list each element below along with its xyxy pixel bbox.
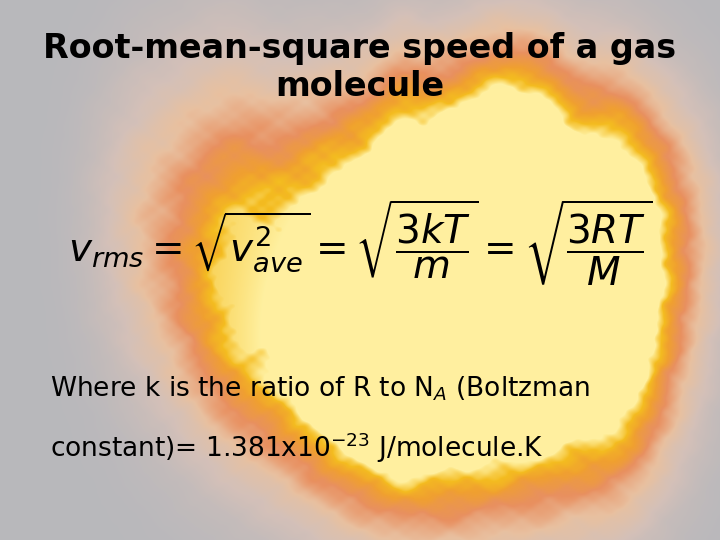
Text: $v_{rms} = \sqrt{v^{2}_{ave}} = \sqrt{\dfrac{3kT}{m}} = \sqrt{\dfrac{3RT}{M}}$: $v_{rms} = \sqrt{v^{2}_{ave}} = \sqrt{\d… xyxy=(68,198,652,288)
Text: Root-mean-square speed of a gas
molecule: Root-mean-square speed of a gas molecule xyxy=(43,32,677,103)
Text: constant)= 1.381x10$^{-23}$ J/molecule.K: constant)= 1.381x10$^{-23}$ J/molecule.K xyxy=(50,431,544,465)
Text: Where k is the ratio of R to N$_A$ (Boltzman: Where k is the ratio of R to N$_A$ (Bolt… xyxy=(50,375,590,403)
